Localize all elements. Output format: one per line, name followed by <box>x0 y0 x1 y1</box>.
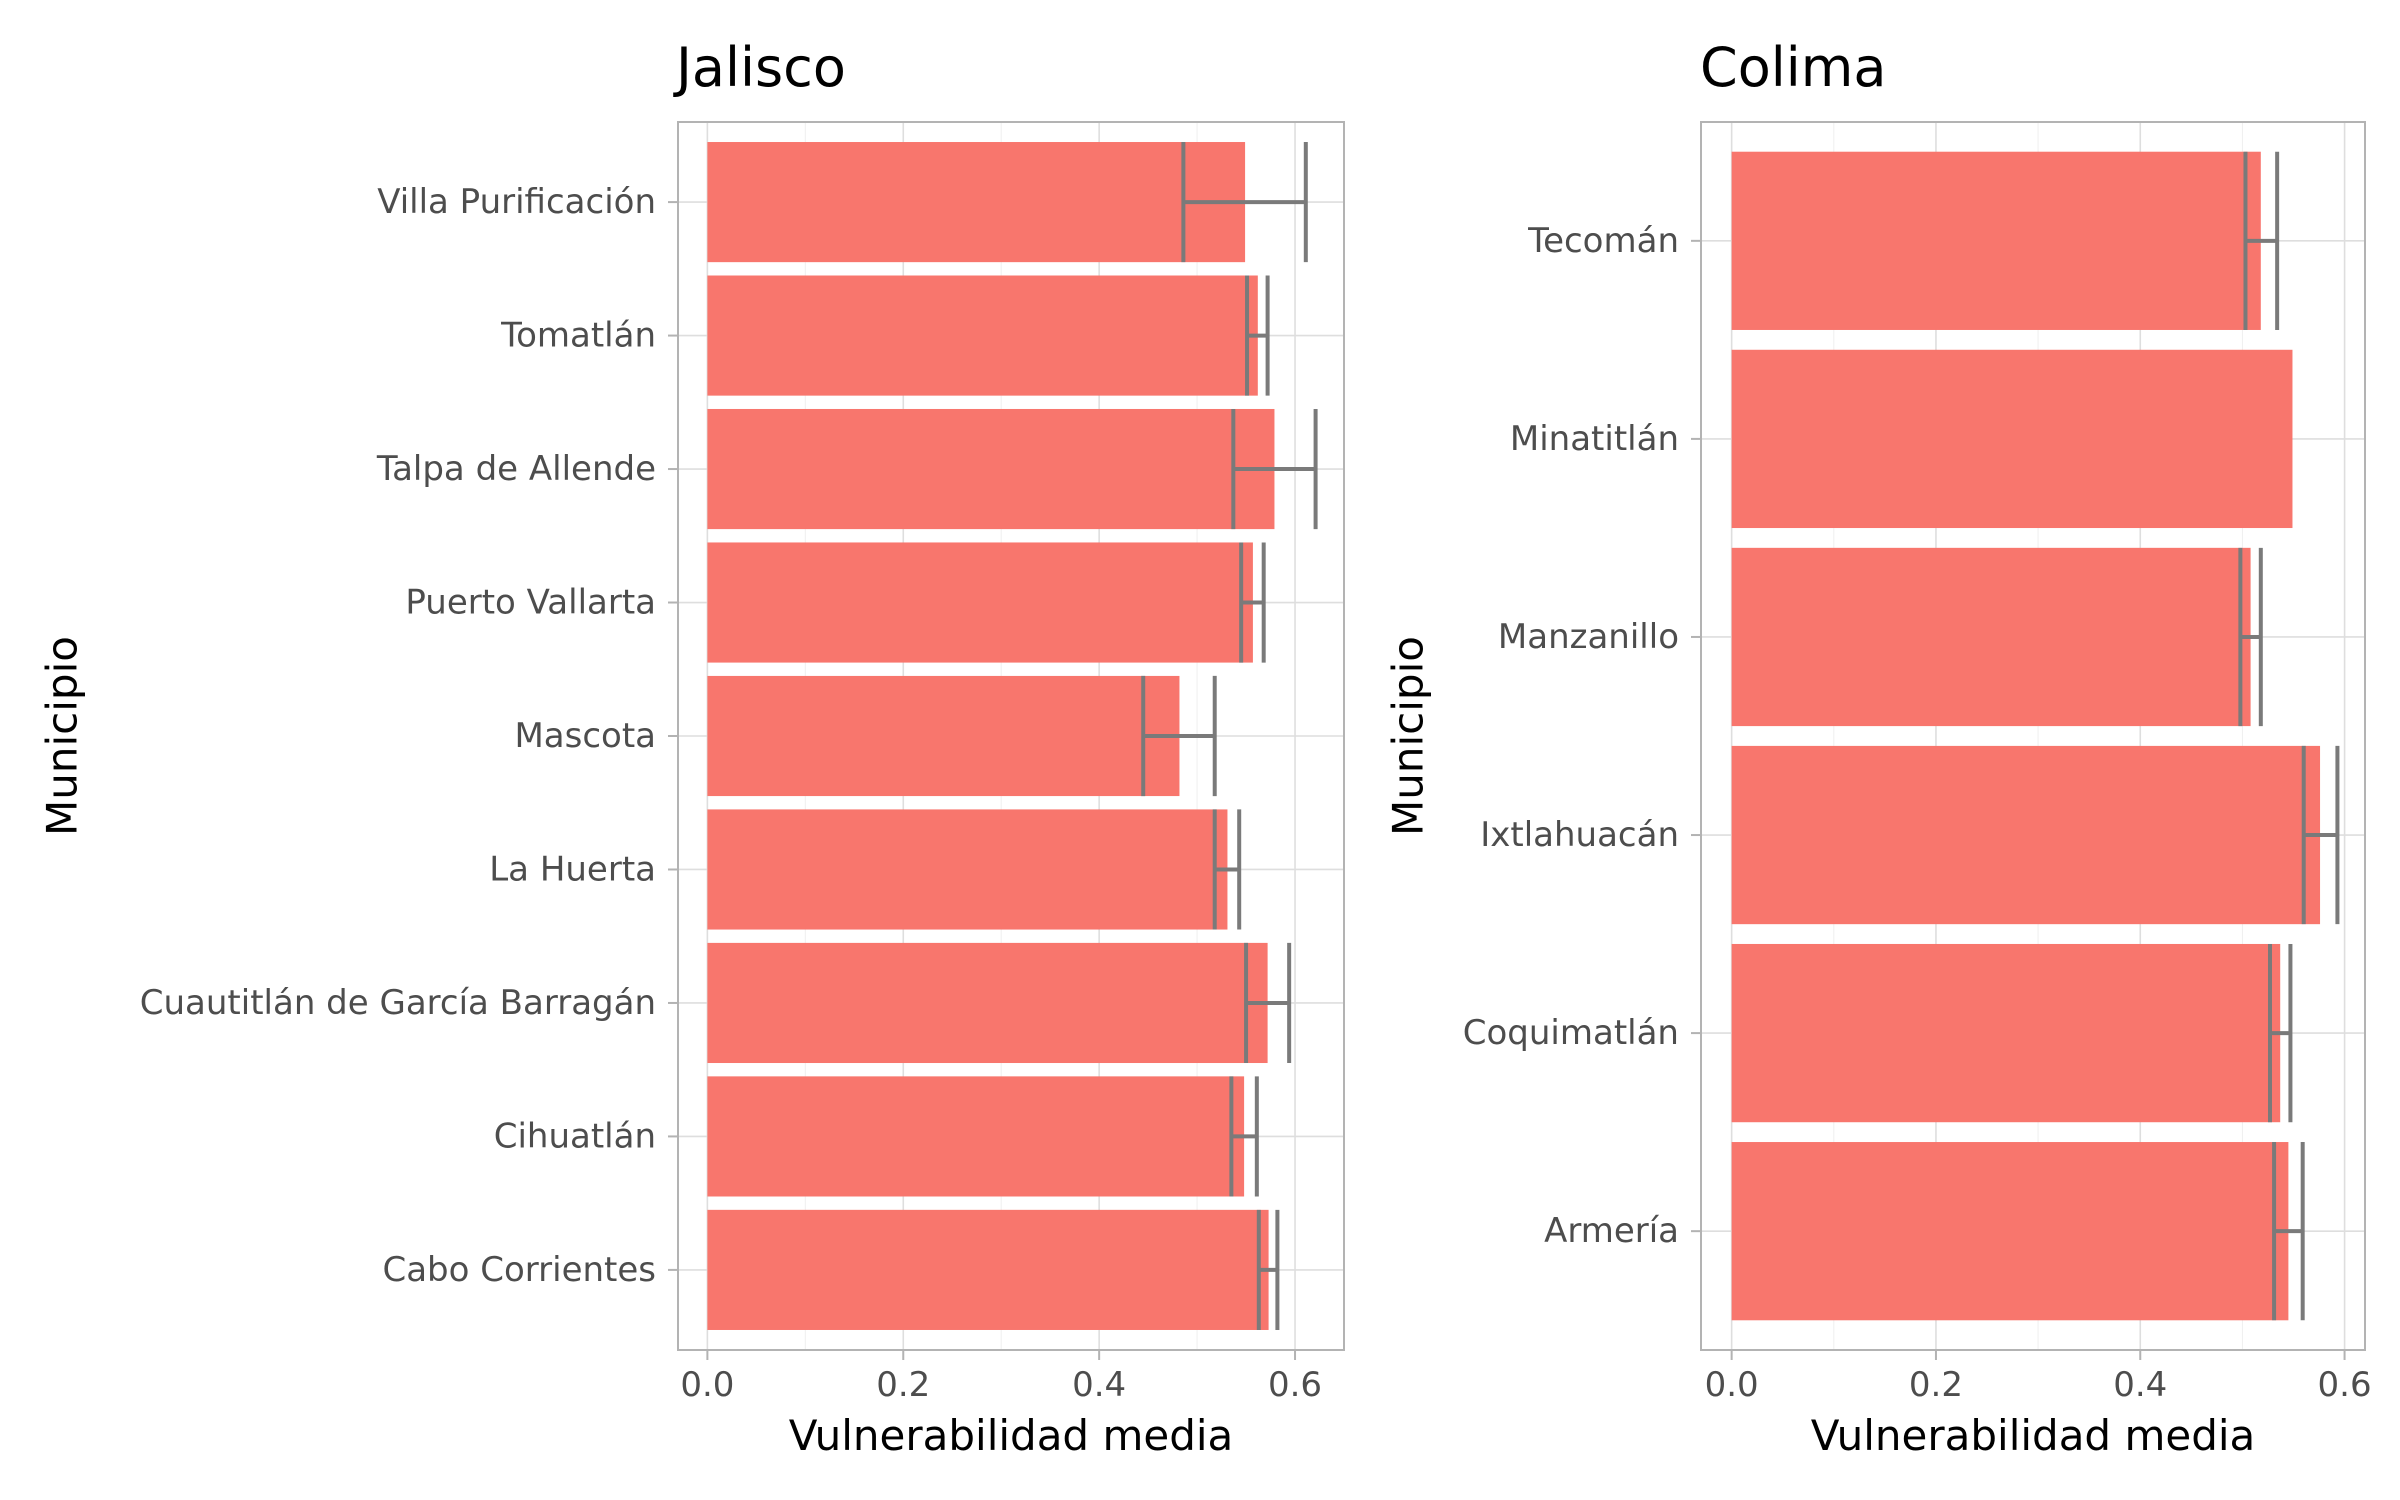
y-tick-label: Puerto Vallarta <box>405 583 656 623</box>
y-tick-label: Cabo Corrientes <box>382 1250 656 1290</box>
y-tick-label: Tecomán <box>1527 221 1679 261</box>
x-tick-label: 0.2 <box>876 1365 930 1405</box>
y-tick-label: La Huerta <box>489 849 656 889</box>
bar-0-6 <box>707 942 1268 1064</box>
bar-0-4 <box>707 675 1180 797</box>
bar-0-5 <box>707 809 1228 930</box>
bar-0-8 <box>707 1209 1269 1330</box>
y-axis-title-1: Municipio <box>1384 636 1433 836</box>
x-tick-label: 0.4 <box>1072 1365 1126 1405</box>
bar-1-4 <box>1731 943 2281 1123</box>
y-tick-label: Coquimatlán <box>1463 1013 1679 1053</box>
bar-1-0 <box>1731 151 2261 330</box>
y-tick-label: Tomatlán <box>500 316 656 356</box>
bar-1-2 <box>1731 547 2251 727</box>
panel-title-0: Jalisco <box>673 36 846 99</box>
bar-1-1 <box>1731 349 2293 529</box>
x-tick-label: 0.6 <box>2318 1365 2372 1405</box>
x-axis-title-0: Vulnerabilidad media <box>789 1411 1234 1460</box>
bar-0-0 <box>707 142 1246 263</box>
panel-border-1 <box>1700 121 2366 1351</box>
y-axis-title-0: Municipio <box>38 636 87 836</box>
bar-0-7 <box>707 1076 1245 1197</box>
x-tick-label: 0.4 <box>2113 1365 2167 1405</box>
y-tick-label: Talpa de Allende <box>376 449 656 489</box>
y-tick-label: Mascota <box>514 716 656 756</box>
y-tick-label: Ixtlahuacán <box>1480 815 1679 855</box>
y-tick-label: Manzanillo <box>1498 617 1679 657</box>
x-axis-title-1: Vulnerabilidad media <box>1811 1411 2256 1460</box>
x-tick-label: 0.2 <box>1909 1365 1963 1405</box>
bar-1-3 <box>1731 745 2321 925</box>
panel-title-1: Colima <box>1700 36 1886 99</box>
y-tick-label: Minatitlán <box>1510 419 1679 459</box>
x-tick-label: 0.0 <box>1705 1365 1759 1405</box>
y-tick-label: Armería <box>1544 1211 1679 1251</box>
bar-0-2 <box>707 408 1275 530</box>
x-tick-label: 0.6 <box>1268 1365 1322 1405</box>
y-tick-label: Villa Purificación <box>377 182 656 222</box>
bar-0-1 <box>707 275 1258 396</box>
bar-1-5 <box>1731 1142 2289 1321</box>
y-tick-label: Cuautitlán de García Barragán <box>140 983 656 1023</box>
bar-0-3 <box>707 542 1253 663</box>
y-tick-label: Cihuatlán <box>494 1116 656 1156</box>
x-tick-label: 0.0 <box>680 1365 734 1405</box>
